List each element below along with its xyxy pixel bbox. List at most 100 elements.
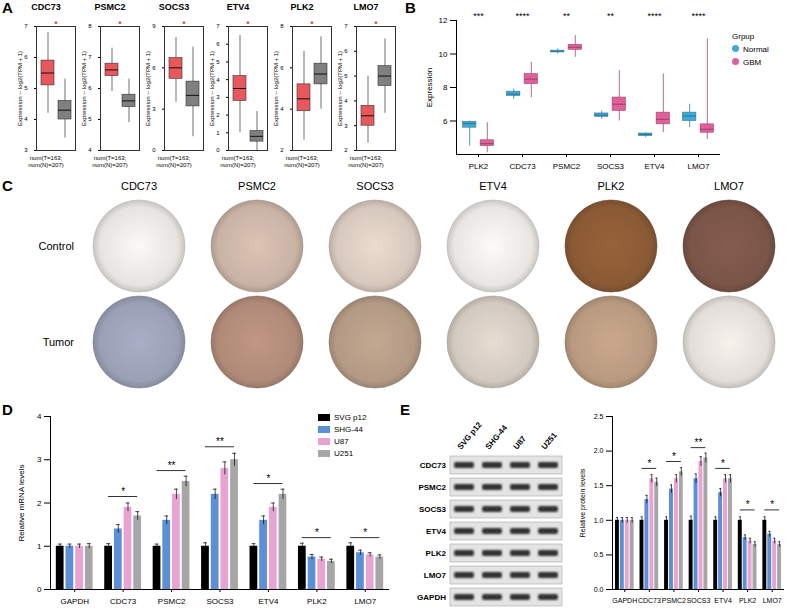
svg-text:Expression -- log2(TPM + 1): Expression -- log2(TPM + 1) <box>81 51 87 126</box>
svg-text:*: * <box>770 499 774 510</box>
svg-text:Control: Control <box>39 240 74 252</box>
svg-text:ETV4: ETV4 <box>479 180 507 192</box>
svg-text:LMO7: LMO7 <box>424 571 447 580</box>
svg-text:3: 3 <box>152 106 156 112</box>
svg-text:5: 5 <box>88 116 92 122</box>
svg-text:PLK2: PLK2 <box>469 162 489 171</box>
svg-text:*: * <box>118 19 122 29</box>
svg-text:3: 3 <box>344 123 348 129</box>
svg-text:0.0: 0.0 <box>594 586 604 593</box>
svg-text:3: 3 <box>24 147 28 153</box>
svg-text:CDC73: CDC73 <box>420 461 447 470</box>
svg-text:SVG p12: SVG p12 <box>456 420 484 451</box>
svg-text:4: 4 <box>280 106 284 112</box>
svg-text:**: ** <box>216 436 224 447</box>
svg-text:*: * <box>54 19 58 29</box>
svg-text:SOCS3: SOCS3 <box>419 505 447 514</box>
svg-text:U87: U87 <box>512 434 529 451</box>
svg-text:*: * <box>246 19 250 29</box>
svg-text:6: 6 <box>88 85 92 91</box>
svg-text:6: 6 <box>344 48 348 54</box>
svg-text:Expression -- log2(TPM + 1): Expression -- log2(TPM + 1) <box>17 51 23 126</box>
svg-text:0.5: 0.5 <box>594 551 604 558</box>
svg-text:**: ** <box>168 460 176 471</box>
svg-text:*: * <box>182 19 186 29</box>
svg-text:SOCS3: SOCS3 <box>356 180 393 192</box>
svg-text:LMO7: LMO7 <box>714 180 744 192</box>
svg-text:Expression: Expression <box>425 68 434 108</box>
svg-text:Expression -- log2(TPM + 1): Expression -- log2(TPM + 1) <box>273 51 279 126</box>
svg-text:CDC73: CDC73 <box>509 162 536 171</box>
svg-text:8: 8 <box>443 83 448 92</box>
svg-text:**: ** <box>607 11 615 21</box>
svg-text:1.5: 1.5 <box>594 482 604 489</box>
svg-text:****: **** <box>647 11 662 21</box>
svg-text:PLK2: PLK2 <box>426 549 447 558</box>
svg-text:Relative protein levels: Relative protein levels <box>579 468 587 537</box>
svg-text:SOCS3: SOCS3 <box>687 597 711 604</box>
svg-text:Relative mRNA levels: Relative mRNA levels <box>17 465 26 542</box>
svg-text:1.0: 1.0 <box>594 517 604 524</box>
svg-text:4: 4 <box>37 412 42 421</box>
svg-text:6: 6 <box>443 117 448 126</box>
svg-text:*: * <box>315 527 319 538</box>
svg-text:Expression -- log2(TPM + 1): Expression -- log2(TPM + 1) <box>209 51 215 126</box>
svg-text:4: 4 <box>88 147 92 153</box>
svg-text:ETV4: ETV4 <box>426 527 447 536</box>
svg-text:9: 9 <box>152 23 156 29</box>
svg-text:*: * <box>746 499 750 510</box>
svg-text:1: 1 <box>216 130 220 136</box>
svg-text:8: 8 <box>88 23 92 29</box>
svg-text:**: ** <box>695 437 703 448</box>
svg-text:PLK2: PLK2 <box>307 597 327 606</box>
svg-text:8: 8 <box>280 23 284 29</box>
svg-text:3: 3 <box>216 94 220 100</box>
svg-text:2: 2 <box>280 147 284 153</box>
svg-text:****: **** <box>691 11 706 21</box>
svg-text:2: 2 <box>344 147 348 153</box>
svg-text:PSMC2: PSMC2 <box>553 162 581 171</box>
svg-text:4: 4 <box>216 77 220 83</box>
svg-text:SOCS3: SOCS3 <box>597 162 625 171</box>
svg-text:0: 0 <box>152 147 156 153</box>
svg-text:GAPDH: GAPDH <box>417 593 446 602</box>
svg-text:****: **** <box>515 11 530 21</box>
svg-text:6: 6 <box>280 65 284 71</box>
svg-text:2: 2 <box>216 112 220 118</box>
svg-text:U251: U251 <box>540 430 560 451</box>
svg-text:7: 7 <box>216 23 220 29</box>
svg-text:2.5: 2.5 <box>594 413 604 420</box>
svg-text:4: 4 <box>344 98 348 104</box>
svg-text:PSMC2: PSMC2 <box>158 597 186 606</box>
svg-text:4: 4 <box>24 116 28 122</box>
svg-text:5: 5 <box>216 59 220 65</box>
svg-text:ETV4: ETV4 <box>258 597 279 606</box>
svg-text:CDC73: CDC73 <box>638 597 661 604</box>
svg-text:Tumor: Tumor <box>43 336 75 348</box>
svg-text:**: ** <box>563 11 571 21</box>
svg-text:10: 10 <box>439 50 448 59</box>
svg-text:Expression -- log2(TPM + 1): Expression -- log2(TPM + 1) <box>145 51 151 126</box>
svg-text:LMO7: LMO7 <box>354 597 376 606</box>
svg-text:12: 12 <box>439 16 448 25</box>
svg-text:***: *** <box>473 11 484 21</box>
svg-text:*: * <box>672 451 676 462</box>
svg-text:*: * <box>121 486 125 497</box>
svg-text:6: 6 <box>24 54 28 60</box>
svg-text:CDC73: CDC73 <box>110 597 137 606</box>
svg-text:0: 0 <box>37 585 42 594</box>
svg-text:ETV4: ETV4 <box>714 597 732 604</box>
svg-text:PSMC2: PSMC2 <box>662 597 686 604</box>
svg-text:*: * <box>647 458 651 469</box>
svg-text:2: 2 <box>37 499 42 508</box>
svg-text:6: 6 <box>216 41 220 47</box>
svg-text:1: 1 <box>37 542 42 551</box>
svg-text:ETV4: ETV4 <box>644 162 665 171</box>
svg-text:PLK2: PLK2 <box>598 180 625 192</box>
svg-text:GAPDH: GAPDH <box>60 597 89 606</box>
svg-text:PSMC2: PSMC2 <box>238 180 276 192</box>
svg-text:*: * <box>363 527 367 538</box>
svg-text:*: * <box>721 458 725 469</box>
svg-text:5: 5 <box>344 73 348 79</box>
svg-text:3: 3 <box>37 455 42 464</box>
